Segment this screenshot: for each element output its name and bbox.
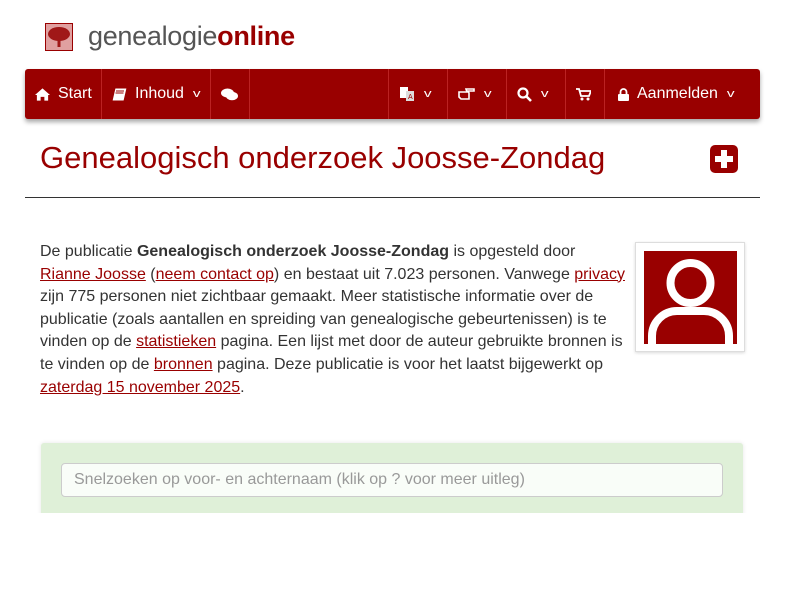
intro-text: zijn 775 personen niet zichtbaar gemaakt… <box>40 288 607 351</box>
last-updated-link[interactable]: zaterdag 15 november 2025 <box>40 378 241 396</box>
hand-pointer-icon <box>458 88 475 100</box>
user-icon <box>648 259 733 344</box>
intro-text: . <box>240 378 245 396</box>
chevron-down-icon: v <box>483 88 492 100</box>
author-avatar[interactable] <box>635 242 745 352</box>
chat-icon <box>221 88 238 100</box>
author-link[interactable]: Rianne Joosse <box>40 265 146 283</box>
translate-icon: A <box>400 87 414 101</box>
intro-text: De publicatie <box>40 243 137 260</box>
nav-start[interactable]: Start <box>25 69 102 119</box>
nav-search[interactable]: v <box>507 69 566 119</box>
publication-intro: De publicatie Genealogisch onderzoek Joo… <box>40 241 630 399</box>
publication-name: Genealogisch onderzoek Joosse-Zondag <box>136 243 450 260</box>
nav-cart[interactable] <box>566 69 605 119</box>
contact-link[interactable]: neem contact op <box>155 265 274 283</box>
intro-text: ( <box>145 265 156 283</box>
lock-icon <box>618 87 629 101</box>
nav-language[interactable]: A v <box>388 69 448 119</box>
nav-start-label: Start <box>58 85 92 102</box>
chevron-down-icon: v <box>540 88 549 100</box>
chevron-down-icon: v <box>423 88 432 100</box>
home-icon <box>35 87 50 101</box>
main-navbar: Start Inhoud v A v v v Aanmelden v <box>25 69 760 119</box>
sources-link[interactable]: bronnen <box>153 355 213 373</box>
page-bottom <box>0 513 800 600</box>
nav-login[interactable]: Aanmelden v <box>605 69 760 119</box>
statistics-link[interactable]: statistieken <box>136 333 217 351</box>
book-icon <box>112 87 127 101</box>
nav-inhoud-label: Inhoud <box>135 85 184 102</box>
svg-text:A: A <box>408 94 413 101</box>
cart-icon <box>576 87 591 100</box>
logo-text-genealogie: genealogie <box>88 21 218 51</box>
nav-inhoud[interactable]: Inhoud v <box>102 69 211 119</box>
intro-text: is opgesteld door <box>449 243 576 260</box>
logo-text-online: online <box>217 21 295 51</box>
nav-actions[interactable]: v <box>448 69 507 119</box>
add-plus-button[interactable] <box>710 145 738 173</box>
intro-text: pagina. Deze publicatie is voor het laat… <box>212 355 604 373</box>
tree-logo-icon <box>45 22 73 51</box>
divider <box>25 197 760 198</box>
chevron-down-icon: v <box>192 88 201 100</box>
nav-forum[interactable] <box>211 69 250 119</box>
quick-search-input[interactable] <box>61 463 723 497</box>
quick-search-panel <box>41 443 743 523</box>
intro-text: ) en bestaat uit 7.023 personen. Vanwege <box>273 265 575 283</box>
nav-login-label: Aanmelden <box>637 85 718 102</box>
search-icon <box>517 86 532 102</box>
intro-text: pagina. Een lijst met door de auteur geb… <box>40 333 623 373</box>
privacy-link[interactable]: privacy <box>574 265 625 283</box>
page-title: Genealogisch onderzoek Joosse-Zondag <box>40 140 606 175</box>
site-logo[interactable]: genealogieonline <box>45 21 295 52</box>
chevron-down-icon: v <box>726 88 735 100</box>
